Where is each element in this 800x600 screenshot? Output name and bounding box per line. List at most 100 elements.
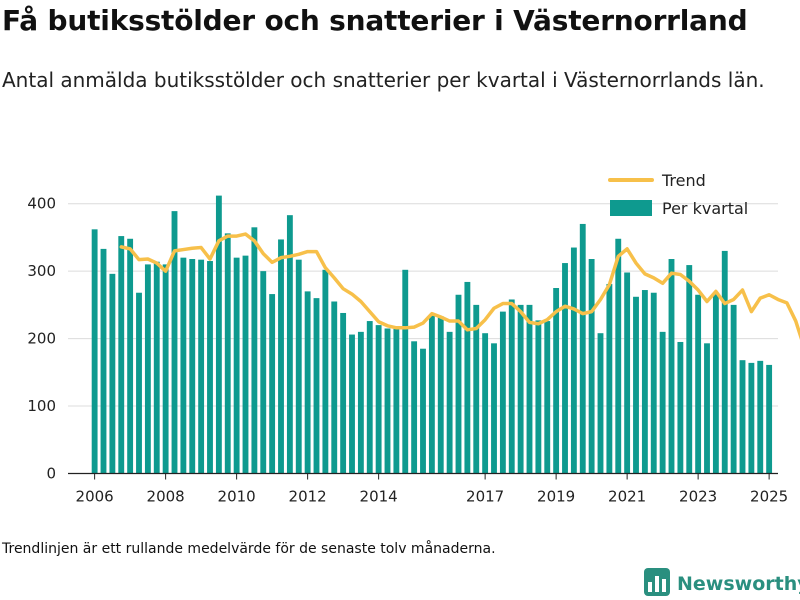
bar bbox=[331, 302, 337, 474]
bar bbox=[358, 332, 364, 474]
bar-chart-logo-icon bbox=[644, 568, 670, 600]
bar bbox=[101, 249, 107, 474]
bar bbox=[482, 333, 488, 473]
bar bbox=[429, 315, 435, 474]
x-tick-label: 2023 bbox=[679, 488, 717, 506]
bar bbox=[633, 297, 639, 474]
x-tick-label: 2025 bbox=[750, 488, 788, 506]
bar bbox=[509, 299, 515, 473]
bar bbox=[216, 196, 222, 474]
legend-trend-label: Trend bbox=[661, 171, 706, 190]
x-tick-label: 2008 bbox=[147, 488, 185, 506]
x-tick-label: 2014 bbox=[360, 488, 398, 506]
bar bbox=[527, 305, 533, 474]
y-tick-label: 0 bbox=[46, 465, 56, 483]
x-tick-label: 2010 bbox=[218, 488, 256, 506]
bar bbox=[189, 259, 195, 473]
x-tick-label: 2006 bbox=[76, 488, 114, 506]
bar bbox=[580, 224, 586, 474]
bar bbox=[136, 293, 142, 474]
bar bbox=[234, 258, 240, 474]
bars bbox=[92, 196, 772, 474]
bar bbox=[766, 365, 772, 474]
bar bbox=[589, 259, 595, 473]
bar bbox=[243, 256, 249, 474]
bar bbox=[748, 363, 754, 474]
brand-logo: Newsworthy bbox=[644, 569, 800, 599]
bar bbox=[669, 259, 675, 473]
bar bbox=[571, 248, 577, 474]
bar bbox=[145, 264, 151, 473]
bar bbox=[686, 265, 692, 473]
bar bbox=[615, 239, 621, 474]
legend-bar-swatch bbox=[610, 200, 652, 216]
bar bbox=[500, 312, 506, 474]
bar bbox=[562, 263, 568, 473]
bar bbox=[163, 264, 169, 473]
bar bbox=[642, 290, 648, 473]
bar bbox=[518, 305, 524, 474]
bar bbox=[722, 251, 728, 474]
bar bbox=[278, 239, 284, 473]
bar bbox=[491, 343, 497, 473]
bar bbox=[704, 343, 710, 473]
bar bbox=[260, 271, 266, 473]
y-tick-label: 400 bbox=[27, 195, 56, 213]
bar bbox=[757, 361, 763, 474]
bar bbox=[180, 258, 186, 474]
bar bbox=[660, 332, 666, 474]
bar bbox=[349, 335, 355, 474]
x-tick-label: 2021 bbox=[608, 488, 646, 506]
bar bbox=[438, 316, 444, 473]
bar bbox=[740, 360, 746, 473]
bar bbox=[127, 239, 133, 474]
x-tick-label: 2012 bbox=[289, 488, 327, 506]
legend-bar-label: Per kvartal bbox=[662, 199, 748, 218]
bar bbox=[402, 270, 408, 474]
bar bbox=[225, 233, 231, 473]
bar bbox=[598, 333, 604, 473]
y-tick-label: 100 bbox=[27, 397, 56, 415]
bar bbox=[393, 326, 399, 473]
bar bbox=[651, 293, 657, 474]
brand-name: Newsworthy bbox=[677, 573, 800, 595]
bar bbox=[287, 215, 293, 473]
bar bbox=[420, 349, 426, 474]
bar bbox=[376, 325, 382, 473]
bar bbox=[464, 282, 470, 474]
x-axis-ticks: 2006 2008 2010 2012 2014 2017 2019 2021 2023 2025 bbox=[76, 474, 789, 506]
bar bbox=[695, 295, 701, 474]
bar bbox=[385, 328, 391, 473]
bar bbox=[154, 262, 160, 474]
bar bbox=[322, 270, 328, 474]
bar bbox=[198, 260, 204, 474]
bar bbox=[340, 313, 346, 474]
bar bbox=[305, 291, 311, 473]
bar bbox=[367, 321, 373, 473]
y-tick-label: 200 bbox=[27, 330, 56, 348]
bar bbox=[544, 321, 550, 473]
bar bbox=[314, 298, 320, 473]
bar bbox=[677, 342, 683, 474]
bar bbox=[269, 294, 275, 473]
bar bbox=[207, 261, 213, 473]
bar bbox=[109, 274, 115, 474]
legend: Trend Per kvartal bbox=[610, 171, 748, 218]
x-tick-label: 2019 bbox=[537, 488, 575, 506]
y-axis-ticks: 0 100 200 300 400 bbox=[27, 195, 56, 483]
bar bbox=[606, 284, 612, 474]
bar bbox=[118, 236, 124, 473]
bar bbox=[296, 260, 302, 474]
bar bbox=[92, 229, 98, 473]
bar bbox=[713, 293, 719, 474]
bar bbox=[411, 341, 417, 473]
bar bbox=[251, 227, 257, 473]
bar bbox=[624, 273, 630, 474]
bar bbox=[535, 320, 541, 473]
bar bbox=[731, 305, 737, 474]
footnote: Trendlinjen är ett rullande medelvärde f… bbox=[2, 541, 496, 557]
x-tick-label: 2017 bbox=[466, 488, 504, 506]
y-tick-label: 300 bbox=[27, 262, 56, 280]
bar bbox=[447, 332, 453, 474]
